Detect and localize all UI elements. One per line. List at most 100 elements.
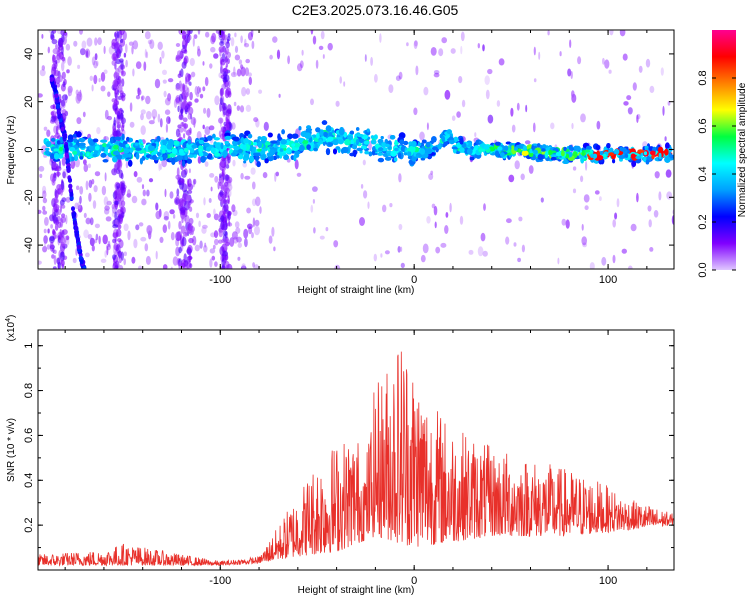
band-blob [52, 48, 59, 55]
noise-blob [167, 93, 172, 102]
noise-blob [287, 55, 290, 65]
noise-blob [43, 126, 48, 131]
ridge-blob [44, 150, 50, 155]
noise-blob [364, 54, 367, 62]
noise-blob [85, 180, 89, 191]
ridge-blob [411, 156, 417, 162]
snr-y-scale-close: ) [6, 315, 17, 318]
ridge-blob [293, 154, 297, 162]
band-blob [58, 37, 64, 48]
ridge-blob [199, 137, 206, 141]
ridge-blob [257, 141, 263, 149]
band-blob [56, 184, 62, 191]
snr-frame [37, 329, 675, 571]
ridge-blob [446, 129, 452, 135]
band-blob [116, 121, 122, 129]
band-blob [119, 30, 123, 39]
band-blob [60, 259, 65, 267]
noise-blob [335, 100, 340, 107]
colorbar-strip [712, 30, 736, 270]
chart-title: C2E3.2025.073.16.46.G05 [292, 2, 459, 18]
ridge-blob [529, 148, 533, 154]
y-tick-label: 0.4 [23, 473, 35, 488]
noise-blob [244, 237, 248, 248]
spectrogram-panel: -100 0 100 -40 -20 0 20 40 Height of straight l… [6, 29, 675, 296]
ridge-blob [575, 145, 581, 151]
ridge-blob [298, 144, 305, 152]
band-blob [62, 31, 68, 36]
noise-blob [210, 186, 213, 192]
band-blob [117, 238, 122, 243]
band-blob [187, 128, 190, 138]
noise-blob [197, 48, 201, 57]
noise-blob [47, 228, 50, 234]
noise-blob [100, 85, 106, 92]
noise-blob [435, 246, 441, 254]
ridge-blob [602, 153, 607, 158]
ridge-blob [380, 136, 384, 140]
ridge-blob [204, 142, 210, 147]
band-blob [178, 246, 182, 254]
ridge-blob [213, 137, 220, 141]
noise-blob [146, 189, 150, 197]
trace-blob [69, 195, 74, 201]
noise-blob [645, 58, 651, 68]
band-blob [178, 80, 182, 89]
noise-blob [252, 217, 256, 228]
noise-blob [398, 71, 403, 80]
ridge-blob [335, 146, 341, 150]
ridge-blob [384, 143, 390, 148]
noise-blob [135, 61, 142, 69]
noise-blob [42, 246, 48, 253]
noise-blob [157, 41, 163, 50]
noise-blob [234, 32, 237, 38]
noise-blob [398, 173, 402, 183]
noise-blob [149, 39, 155, 50]
band-blob [112, 232, 118, 239]
noise-blob [540, 197, 544, 203]
noise-blob [612, 254, 616, 264]
ridge-blob [283, 154, 289, 161]
noise-blob [589, 262, 595, 269]
noise-blob [209, 248, 216, 254]
noise-blob [159, 236, 164, 243]
noise-blob [97, 37, 102, 45]
noise-blob [164, 97, 171, 106]
trace-blob [79, 259, 84, 265]
noise-blob [420, 254, 426, 263]
band-blob [188, 217, 194, 225]
noise-blob [79, 186, 84, 195]
band-blob [58, 160, 62, 169]
band-blob [53, 196, 58, 204]
noise-blob [88, 192, 92, 202]
band-blob [61, 99, 66, 107]
ridge-blob [187, 139, 192, 145]
ridge-blob [550, 156, 557, 161]
noise-blob [146, 224, 153, 235]
noise-blob [517, 257, 521, 263]
band-blob [219, 246, 225, 256]
noise-blob [211, 32, 217, 43]
trace-blob [82, 269, 86, 274]
noise-blob [209, 173, 215, 178]
ridge-blob [466, 148, 473, 155]
band-blob [180, 121, 185, 127]
band-blob [56, 82, 61, 88]
band-blob [187, 106, 194, 115]
band-blob [61, 56, 66, 62]
band-blob [121, 78, 125, 87]
ridge-blob [624, 153, 629, 158]
noise-blob [141, 96, 144, 102]
band-blob [188, 168, 191, 174]
band-blob [61, 94, 68, 101]
noise-blob [193, 34, 198, 39]
noise-blob [301, 49, 304, 56]
noise-blob [272, 36, 278, 43]
noise-blob [665, 169, 672, 178]
band-blob [181, 213, 185, 220]
ridge-blob [327, 136, 334, 142]
trace-blob [76, 244, 81, 250]
snr-y-scale-exp: 4 [5, 318, 12, 322]
noise-blob [105, 216, 112, 222]
noise-blob [79, 30, 83, 35]
